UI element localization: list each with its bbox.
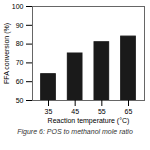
svg-text:60: 60: [16, 78, 24, 85]
svg-text:65: 65: [125, 108, 133, 115]
svg-text:80: 80: [16, 40, 24, 47]
svg-text:Reaction temperature (°C): Reaction temperature (°C): [48, 117, 130, 125]
svg-text:45: 45: [71, 108, 79, 115]
html-text:Figure 6: POS to methanol mole: Figure 6: POS to methanol mole ratio: [17, 128, 133, 135]
svg-text:50: 50: [16, 97, 24, 104]
svg-text:55: 55: [98, 108, 106, 115]
svg-text:90: 90: [16, 22, 24, 29]
svg-text:70: 70: [16, 59, 24, 66]
svg-text:100: 100: [12, 3, 24, 10]
svg-text:FFA conversion (%): FFA conversion (%): [3, 23, 11, 84]
svg-text:35: 35: [45, 108, 53, 115]
